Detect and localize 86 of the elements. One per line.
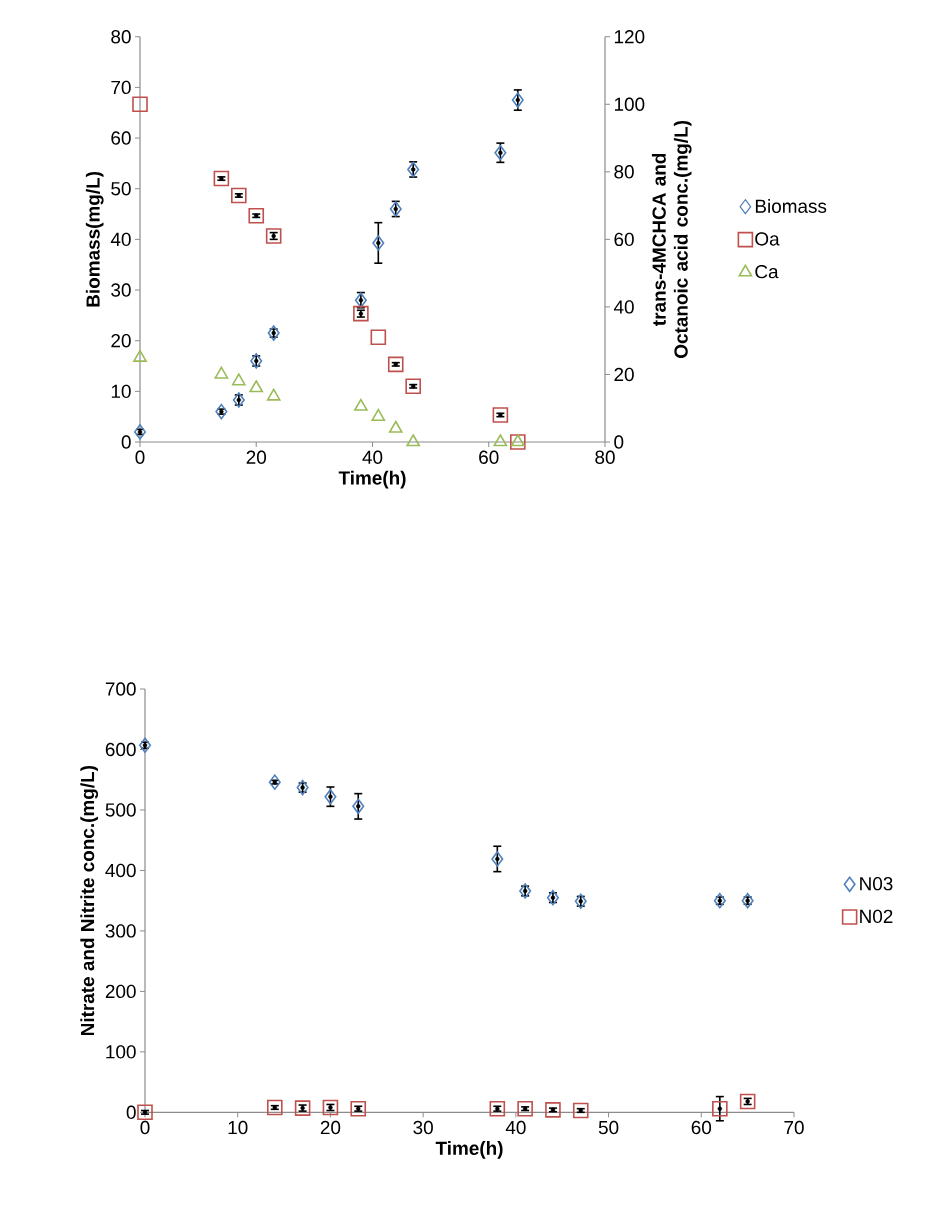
x-tick-label: 50: [598, 1120, 619, 1135]
x-axis-title: Time(h): [435, 1141, 503, 1159]
point: [294, 1100, 311, 1116]
point: [388, 420, 403, 433]
y-tick-label: 70: [111, 80, 131, 95]
y-tick-label: 100: [106, 1045, 136, 1059]
x-tick-label: 40: [505, 1120, 526, 1135]
point: [712, 1100, 728, 1117]
y-tick-label: 200: [105, 984, 136, 999]
x-tick-label: 0: [140, 1120, 150, 1135]
y-tick-label: 60: [111, 131, 131, 145]
point: [489, 1100, 506, 1117]
point: [350, 1100, 367, 1117]
y-axis-title: Biomass(mg/L): [85, 171, 104, 307]
y-tick-label: 10: [111, 384, 131, 399]
x-tick-label: 30: [413, 1120, 433, 1135]
point: [231, 373, 246, 386]
point: [213, 170, 230, 187]
point: [572, 1102, 589, 1119]
y-tick-label: 0: [121, 435, 131, 449]
y-tick-label: 300: [105, 924, 136, 938]
point: [545, 1102, 561, 1118]
point: [713, 892, 726, 909]
point: [215, 403, 228, 420]
x-tick-label: 20: [320, 1120, 341, 1135]
legend-label: Biomass: [755, 199, 827, 213]
point: [372, 235, 385, 251]
y2-tick-label: 120: [614, 30, 645, 44]
point: [214, 366, 229, 379]
point: [371, 408, 386, 421]
y-tick-label: 400: [105, 863, 136, 878]
point: [491, 851, 504, 867]
point: [405, 378, 421, 395]
y-tick-label: 80: [111, 30, 131, 44]
x-tick-label: 40: [362, 450, 383, 464]
point: [132, 96, 148, 113]
point: [231, 187, 247, 204]
y-tick-label: 50: [111, 182, 131, 196]
y-tick-label: 40: [110, 232, 131, 247]
legend-label: Ca: [755, 264, 779, 279]
x-tick-label: 80: [595, 450, 615, 464]
point: [266, 388, 281, 401]
point: [249, 380, 264, 393]
y2-tick-label: 100: [614, 97, 645, 111]
x-tick-label: 70: [784, 1120, 804, 1135]
point: [493, 434, 508, 447]
y-tick-label: 600: [105, 742, 136, 757]
y2-tick-label: 60: [614, 232, 634, 247]
point: [739, 1093, 756, 1110]
y-axis-title: Nitrate and Nitrite conc.(mg/L): [80, 765, 99, 1036]
point: [322, 1099, 339, 1116]
point: [517, 1100, 533, 1117]
point: [354, 398, 368, 411]
y2-tick-label: 40: [613, 300, 634, 314]
y-tick-label: 500: [105, 803, 136, 817]
point: [248, 207, 265, 224]
point: [370, 329, 387, 346]
y2-tick-label: 20: [614, 367, 634, 382]
legend-label: Oa: [755, 232, 780, 246]
x-tick-label: 0: [135, 450, 145, 464]
point: [352, 798, 365, 815]
point: [133, 349, 147, 362]
y-tick-label: 30: [111, 283, 131, 297]
x-tick-label: 10: [228, 1120, 248, 1135]
point: [387, 356, 404, 373]
x-tick-label: 20: [246, 450, 267, 464]
x-tick-label: 60: [691, 1120, 712, 1135]
point: [353, 305, 369, 322]
point: [406, 434, 421, 447]
point: [267, 1099, 283, 1116]
point: [268, 774, 281, 790]
y2-tick-label: 0: [614, 435, 624, 449]
x-tick-label: 60: [479, 450, 499, 464]
legend-label: N02: [860, 909, 893, 924]
y2-axis-title: trans-4MCHCA and Octanoic acid conc.(mg/L): [651, 120, 692, 358]
point: [741, 892, 754, 909]
point: [133, 424, 147, 440]
point: [137, 1104, 153, 1121]
x-axis-title: Time(h): [338, 470, 406, 489]
point: [138, 737, 152, 754]
y2-tick-label: 80: [614, 165, 634, 179]
y-tick-label: 700: [105, 682, 136, 696]
legend-label: N03: [860, 876, 893, 891]
y-tick-label: 0: [126, 1105, 136, 1120]
y-tick-label: 20: [111, 333, 131, 348]
point: [492, 407, 509, 423]
